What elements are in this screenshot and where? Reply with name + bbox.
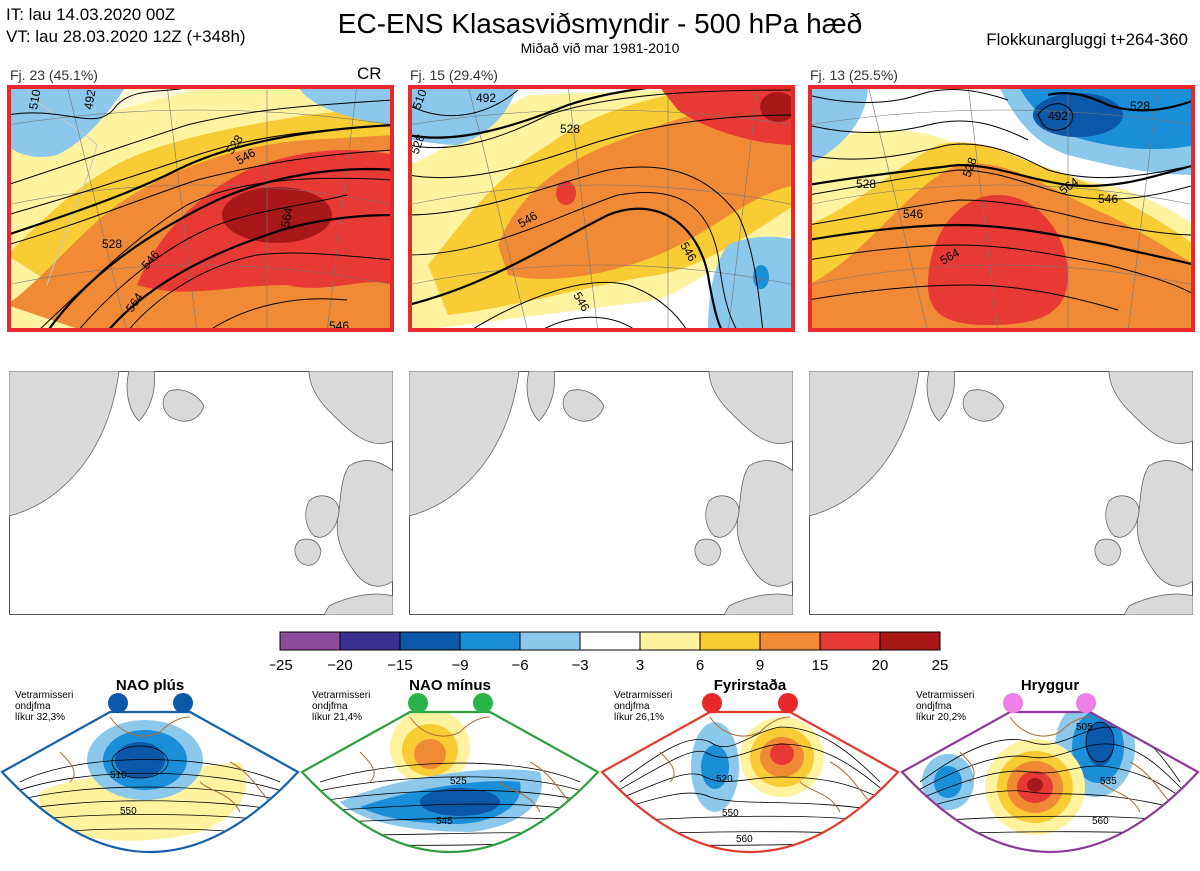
svg-text:560: 560 <box>1092 816 1109 827</box>
colorbar-swatch <box>279 631 341 651</box>
contour-label: 528 <box>1130 99 1150 113</box>
colorbar-tick-label: 20 <box>872 657 889 674</box>
colorbar-swatch <box>819 631 881 651</box>
cluster-1-tag: CR <box>357 64 382 83</box>
contour-label: 492 <box>476 91 496 105</box>
contour-label: 564 <box>278 206 295 228</box>
colorbar-tick-label: −9 <box>451 657 468 674</box>
regime-note: ondjfma <box>916 701 952 712</box>
regime-border <box>0 710 300 854</box>
regime-marker <box>173 693 193 713</box>
regime-marker <box>408 693 428 713</box>
contour-label: 528 <box>408 132 428 156</box>
colorbar-swatch <box>339 631 401 651</box>
regime-note: ondjfma <box>15 701 51 712</box>
colorbar-swatch <box>879 631 941 651</box>
svg-text:545: 545 <box>436 816 453 827</box>
svg-text:535: 535 <box>1100 776 1117 787</box>
regime-marker <box>1003 693 1023 713</box>
regime-nao-plus[interactable]: 510 550 NAO plús Vetrarmisseri ondjfma l… <box>0 672 300 871</box>
empty-map-2 <box>409 371 793 615</box>
colorbar-tick-label: −20 <box>327 657 352 674</box>
colorbar-tick-label: −25 <box>270 657 293 674</box>
regime-note: ondjfma <box>614 701 650 712</box>
cluster-1-label: Fj. 23 (45.1%) <box>10 67 98 83</box>
regime-blocking[interactable]: 520 550 560 Fyrirstaða Vetrarmisseri ond… <box>600 672 900 871</box>
colorbar-swatch <box>399 631 461 651</box>
colorbar-swatch <box>579 631 641 651</box>
cluster-map-3[interactable]: 528 492 528 528 546 564 546 564 <box>808 85 1195 332</box>
page-subtitle: Miðað við mar 1981-2010 <box>520 40 680 56</box>
contour-label: 510 <box>410 87 430 111</box>
colorbar: −25 −20 −15 −9 −6 −3 3 6 9 15 20 25 <box>270 630 960 678</box>
contour-label: 492 <box>1048 109 1068 123</box>
svg-text:520: 520 <box>716 774 733 785</box>
cluster-2-label: Fj. 15 (29.4%) <box>410 67 498 83</box>
cluster-3-label: Fj. 13 (25.5%) <box>810 67 898 83</box>
regime-border <box>600 710 900 854</box>
regime-note: líkur 20,2% <box>916 712 966 723</box>
colorbar-tick-label: 9 <box>756 657 764 674</box>
cluster-map-1[interactable]: 510 492 528 546 564 528 546 564 546 <box>7 85 394 332</box>
colorbar-tick-label: 3 <box>636 657 644 674</box>
regime-note: ondjfma <box>312 701 348 712</box>
empty-map-1 <box>9 371 393 615</box>
regime-title: Fyrirstaða <box>714 677 787 694</box>
svg-text:550: 550 <box>120 806 137 817</box>
regime-title: Hryggur <box>1021 677 1080 694</box>
regime-marker <box>1076 693 1096 713</box>
empty-map-3 <box>809 371 1193 615</box>
svg-text:510: 510 <box>110 770 127 781</box>
colorbar-swatch <box>699 631 761 651</box>
clustering-window: Flokkunargluggi t+264-360 <box>986 30 1188 49</box>
contour-label: 546 <box>1098 192 1118 206</box>
regime-note: Vetrarmisseri <box>614 690 672 701</box>
colorbar-tick-label: −15 <box>387 657 412 674</box>
regime-title: NAO mínus <box>409 677 491 694</box>
cluster-map-2[interactable]: 510 492 528 528 546 546 546 <box>408 85 795 332</box>
contour-label: 528 <box>102 237 122 251</box>
initial-time: IT: lau 14.03.2020 00Z <box>6 5 176 24</box>
colorbar-swatch <box>639 631 701 651</box>
contour-label: 546 <box>903 207 923 221</box>
colorbar-tick-label: 15 <box>812 657 829 674</box>
valid-time: VT: lau 28.03.2020 12Z (+348h) <box>6 27 246 46</box>
header-init-times: IT: lau 14.03.2020 00Z VT: lau 28.03.202… <box>6 4 246 48</box>
regime-border <box>900 710 1200 854</box>
contour-label: 528 <box>560 122 580 136</box>
contour-label: 528 <box>960 155 980 179</box>
svg-text:505: 505 <box>1076 722 1093 733</box>
regime-nao-minus[interactable]: 525 545 565 NAO mínus Vetrarmisseri ondj… <box>300 672 600 871</box>
contour-label: 510 <box>26 88 43 110</box>
colorbar-swatch <box>759 631 821 651</box>
contour-label: 528 <box>856 177 876 191</box>
regime-note: líkur 26,1% <box>614 712 664 723</box>
svg-text:560: 560 <box>736 834 753 845</box>
regime-title: NAO plús <box>116 677 184 694</box>
regime-note: Vetrarmisseri <box>312 690 370 701</box>
colorbar-swatch <box>459 631 521 651</box>
colorbar-tick-label: −3 <box>571 657 588 674</box>
svg-text:525: 525 <box>450 776 467 787</box>
colorbar-swatch <box>519 631 581 651</box>
colorbar-tick-label: −6 <box>511 657 528 674</box>
regime-marker <box>473 693 493 713</box>
regime-note: líkur 32,3% <box>15 712 65 723</box>
svg-text:550: 550 <box>722 808 739 819</box>
regime-note: líkur 21,4% <box>312 712 362 723</box>
colorbar-tick-label: 6 <box>696 657 704 674</box>
regime-marker <box>778 693 798 713</box>
regime-note: Vetrarmisseri <box>15 690 73 701</box>
page-title: EC-ENS Klasasviðsmyndir - 500 hPa hæð <box>337 8 863 39</box>
regime-ridge[interactable]: 505 535 560 Hryggur Vetrarmisseri ondjfm… <box>900 672 1200 871</box>
regime-note: Vetrarmisseri <box>916 690 974 701</box>
regime-border <box>300 710 600 854</box>
regime-marker <box>108 693 128 713</box>
contour-label: 492 <box>81 88 98 110</box>
regime-marker <box>702 693 722 713</box>
colorbar-tick-label: 25 <box>932 657 949 674</box>
